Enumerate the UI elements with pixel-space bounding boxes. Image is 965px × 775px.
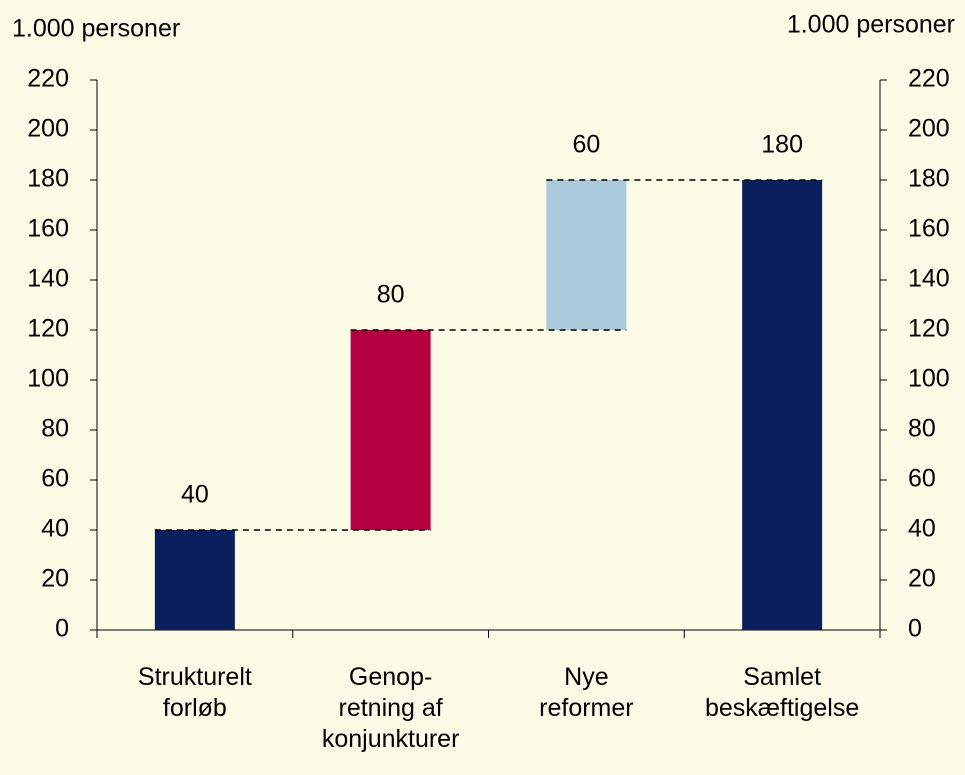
bar: [742, 180, 823, 630]
x-tick-label: Samlet beskæftigelse: [705, 663, 860, 722]
y-tick-label: 60: [41, 465, 69, 493]
y2-tick-label: 160: [908, 215, 950, 243]
x-tick-label: Genop- retning af konjunkturer: [321, 663, 460, 753]
y2-axis-label: 1.000 personer: [787, 11, 955, 39]
bar: [546, 180, 627, 330]
value-label: 180: [761, 131, 803, 159]
y2-tick-label: 60: [908, 465, 936, 493]
y2-tick-label: 0: [908, 615, 922, 643]
x-tick-label: Nye reformer: [539, 663, 634, 722]
bar: [154, 530, 235, 630]
y-tick-label: 40: [41, 515, 69, 543]
y-axis-label: 1.000 personer: [12, 15, 180, 43]
y2-tick-label: 80: [908, 415, 936, 443]
y2-tick-label: 40: [908, 515, 936, 543]
x-tick-label: Strukturelt forløb: [137, 663, 252, 722]
y-tick-label: 80: [41, 415, 69, 443]
y-tick-label: 200: [27, 115, 69, 143]
y-tick-label: 100: [27, 365, 69, 393]
value-label: 80: [377, 281, 405, 309]
y2-tick-label: 120: [908, 315, 950, 343]
value-label: 40: [181, 481, 209, 509]
y2-tick-label: 20: [908, 565, 936, 593]
y2-tick-label: 200: [908, 115, 950, 143]
y-tick-label: 220: [27, 65, 69, 93]
y-tick-label: 180: [27, 165, 69, 193]
y-tick-label: 20: [41, 565, 69, 593]
y-tick-label: 140: [27, 265, 69, 293]
y-tick-label: 160: [27, 215, 69, 243]
y2-tick-label: 220: [908, 65, 950, 93]
y-tick-label: 120: [27, 315, 69, 343]
y2-tick-label: 140: [908, 265, 950, 293]
y2-tick-label: 180: [908, 165, 950, 193]
y-tick-label: 0: [55, 615, 69, 643]
bar: [350, 330, 431, 530]
y2-tick-label: 100: [908, 365, 950, 393]
value-label: 60: [572, 131, 600, 159]
